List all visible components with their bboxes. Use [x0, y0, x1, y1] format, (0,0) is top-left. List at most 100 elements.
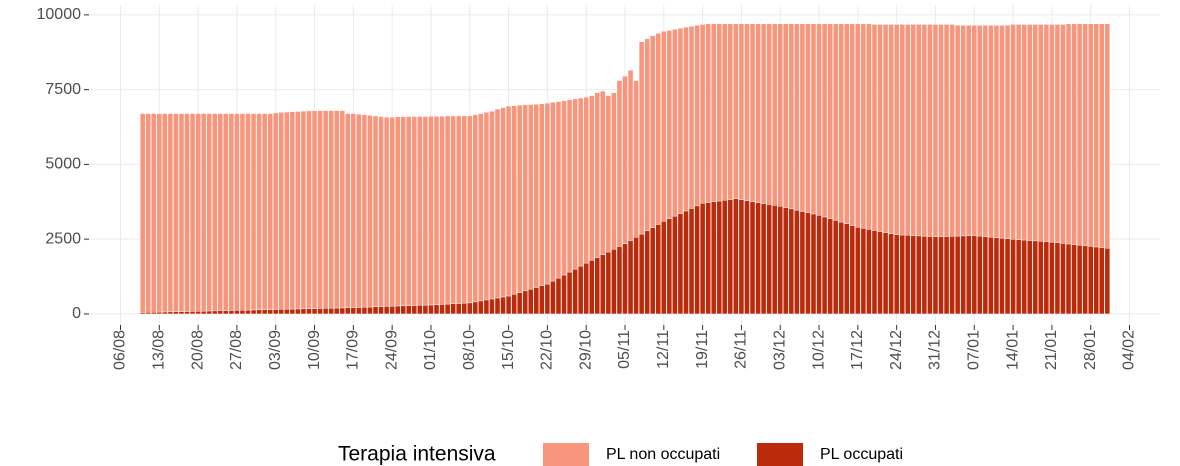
- bar-segment: [916, 24, 922, 237]
- bar-segment: [356, 113, 362, 308]
- bar-segment: [666, 30, 673, 219]
- x-tick-label: 04/02: [1121, 330, 1138, 370]
- x-tick-label: 13/08: [151, 330, 168, 370]
- y-tick-label: 5000: [45, 156, 81, 173]
- bar-segment: [1088, 23, 1094, 247]
- bar-segment: [866, 23, 872, 230]
- bar-segment: [666, 218, 673, 315]
- bar-segment: [799, 211, 806, 315]
- bar-segment: [245, 309, 251, 315]
- bar-segment: [139, 113, 146, 313]
- bar-segment: [528, 288, 534, 315]
- bar-segment: [799, 23, 806, 212]
- bar-segment: [805, 212, 811, 315]
- bar-segment: [433, 304, 440, 315]
- bar-segment: [250, 309, 257, 315]
- bar-segment: [394, 116, 401, 307]
- x-tick-label: 24/09: [383, 330, 400, 370]
- bar-segment: [755, 202, 761, 315]
- bar-segment: [522, 290, 528, 315]
- bar-segment: [167, 311, 174, 315]
- bar-segment: [411, 116, 418, 306]
- bar-segment: [306, 308, 312, 315]
- bar-segment: [727, 199, 734, 315]
- bar-segment: [783, 207, 789, 315]
- bar-segment: [1043, 241, 1050, 315]
- bar-segment: [954, 25, 961, 237]
- bar-segment: [816, 215, 822, 315]
- bar-segment: [927, 236, 933, 315]
- bar-segment: [661, 221, 667, 315]
- bar-segment: [827, 23, 833, 219]
- bar-segment: [1010, 24, 1016, 240]
- bar-segment: [212, 310, 218, 315]
- bar-segment: [627, 240, 634, 315]
- bar-segment: [394, 305, 401, 315]
- bar-segment: [295, 111, 301, 310]
- bar-segment: [966, 25, 972, 236]
- bar-segment: [738, 199, 745, 315]
- bar-segment: [960, 235, 966, 315]
- bar-segment: [372, 115, 379, 307]
- bar-segment: [733, 198, 739, 315]
- bar-segment: [555, 277, 562, 315]
- bar-segment: [860, 228, 867, 315]
- bar-segment: [256, 113, 262, 311]
- bar-segment: [261, 309, 268, 315]
- bar-segment: [910, 235, 916, 315]
- bar-segment: [228, 310, 235, 315]
- bar-segment: [378, 116, 384, 307]
- bar-segment: [1071, 23, 1077, 245]
- bar-segment: [577, 97, 584, 267]
- bar-segment: [688, 26, 695, 209]
- bar-segment: [600, 254, 606, 315]
- bar-segment: [494, 297, 501, 315]
- bar-segment: [1054, 242, 1061, 315]
- bar-segment: [311, 308, 318, 315]
- bar-segment: [1027, 240, 1033, 315]
- bar-segment: [1038, 241, 1044, 315]
- bar-segment: [788, 23, 795, 210]
- bar-segment: [184, 311, 190, 315]
- bar-segment: [766, 204, 772, 315]
- bar-segment: [683, 26, 689, 212]
- bar-segment: [361, 114, 368, 308]
- bar-segment: [1082, 245, 1088, 315]
- y-tick-label: 7500: [45, 81, 81, 98]
- bar-segment: [406, 116, 412, 306]
- bar-segment: [600, 90, 606, 255]
- x-tick-label: 06/08: [112, 330, 129, 370]
- legend: Terapia intensiva PL non occupati PL occu…: [338, 443, 903, 466]
- x-tick-label: 03/12: [771, 330, 788, 370]
- bar-segment: [1032, 240, 1038, 315]
- bar-segment: [511, 294, 517, 315]
- bar-segment: [583, 96, 589, 264]
- bar-segment: [422, 304, 429, 315]
- bar-segment: [977, 235, 983, 315]
- bar-segment: [522, 104, 528, 292]
- x-tick-label: 26/11: [733, 330, 750, 369]
- x-tick-label: 27/08: [228, 330, 245, 370]
- bar-segment: [145, 312, 151, 315]
- bar-segment: [505, 295, 512, 315]
- bar-segment: [943, 236, 950, 315]
- bar-segment: [893, 24, 900, 235]
- bar-segment: [805, 23, 811, 213]
- bar-segment: [156, 113, 162, 313]
- bar-segment: [705, 202, 711, 315]
- bar-segment: [472, 301, 479, 315]
- bar-segment: [605, 95, 612, 253]
- bar-segment: [367, 115, 373, 308]
- bar-segment: [1004, 25, 1011, 239]
- bar-segment: [284, 111, 290, 310]
- bar-segment: [1015, 239, 1022, 315]
- bar-segment: [1032, 24, 1038, 242]
- bar-segment: [461, 115, 467, 304]
- bar-segment: [650, 35, 656, 228]
- bar-segment: [273, 112, 279, 310]
- bar-segment: [577, 265, 584, 315]
- bar-segment: [1093, 23, 1099, 248]
- bar-segment: [838, 221, 844, 315]
- bar-segment: [1010, 238, 1016, 315]
- bar-segment: [389, 305, 395, 315]
